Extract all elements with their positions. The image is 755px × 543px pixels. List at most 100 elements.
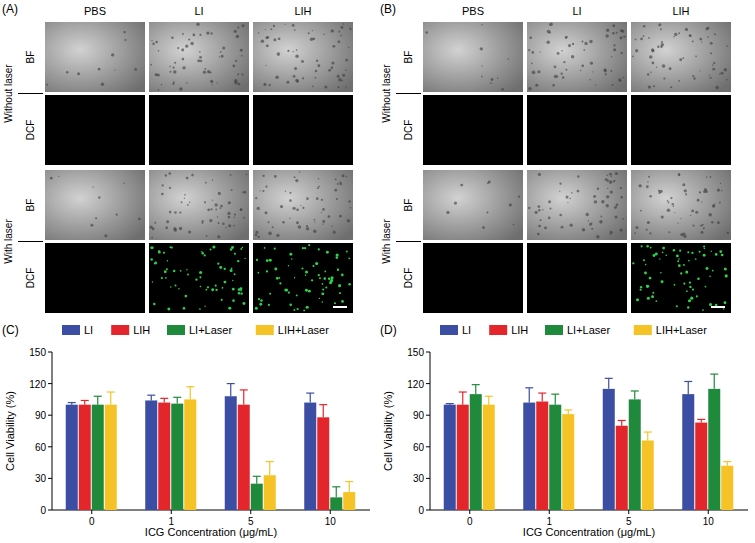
cell-speck — [612, 32, 614, 34]
cell-speck — [166, 220, 169, 223]
cell-speck — [316, 197, 319, 200]
cell-speck — [661, 216, 664, 219]
cell-speck — [227, 212, 230, 215]
cell-speck — [717, 188, 720, 191]
dcf-dot — [641, 245, 643, 247]
cell-speck — [640, 38, 643, 41]
dcf-dot — [703, 254, 706, 257]
cell-speck — [590, 79, 592, 81]
y-tick — [426, 352, 430, 353]
dcf-dot — [715, 253, 718, 256]
cell-speck — [697, 199, 700, 202]
error-stem — [84, 400, 85, 404]
error-cap — [446, 403, 454, 404]
bars — [444, 374, 734, 510]
dcf-dot — [155, 262, 157, 264]
group-label: With laser — [381, 219, 392, 264]
error-stem — [621, 420, 622, 425]
error-bar — [710, 374, 718, 389]
cell-speck — [550, 208, 552, 210]
cell-speck — [199, 34, 201, 36]
legend-swatch — [167, 325, 185, 335]
cell-speck — [321, 199, 323, 201]
bf-image — [527, 22, 627, 92]
cell-speck — [532, 71, 536, 75]
cell-speck — [342, 74, 345, 77]
cell-speck — [593, 195, 596, 198]
cell-speck — [596, 235, 600, 239]
error-bar — [173, 397, 181, 403]
y-tick — [48, 352, 52, 353]
error-bar — [332, 487, 340, 498]
cell-speck — [714, 33, 716, 35]
cell-speck — [634, 232, 636, 234]
cell-speck — [58, 176, 59, 177]
cell-speck — [266, 65, 267, 66]
legend-swatch — [62, 325, 80, 335]
cell-speck — [332, 45, 335, 48]
cell-speck — [123, 183, 124, 184]
cell-speck — [678, 173, 681, 176]
cell-speck — [649, 195, 651, 197]
cell-speck — [707, 27, 710, 30]
dcf-dot — [150, 258, 153, 261]
dcf-dot — [696, 295, 698, 297]
error-stem — [190, 387, 191, 400]
cell-speck — [302, 77, 304, 79]
error-cap — [684, 381, 692, 382]
dcf-dot — [174, 284, 176, 286]
dcf-dot — [163, 252, 165, 254]
cell-speck — [488, 181, 491, 184]
dcf-dot — [259, 303, 262, 306]
error-cap — [618, 420, 626, 421]
cell-speck — [559, 183, 561, 185]
cell-speck — [623, 35, 625, 37]
cell-speck — [528, 207, 530, 209]
cell-speck — [673, 205, 675, 207]
dcf-image — [631, 95, 731, 165]
dcf-dot — [258, 298, 260, 300]
cell-speck — [528, 49, 530, 51]
cell-speck — [222, 223, 224, 225]
dcf-dot — [284, 288, 287, 291]
cell-speck — [295, 54, 298, 57]
cell-speck — [719, 73, 721, 75]
cell-speck — [331, 29, 334, 32]
cell-speck — [214, 203, 217, 206]
cell-speck — [179, 211, 181, 213]
error-cap — [306, 392, 314, 393]
cell-speck — [546, 40, 550, 44]
error-bar — [94, 396, 102, 404]
cell-speck — [713, 62, 715, 64]
error-stem — [177, 397, 178, 403]
dcf-dot — [655, 300, 657, 302]
dcf-dot — [288, 265, 289, 266]
cell-speck — [295, 179, 298, 182]
cell-speck — [550, 24, 551, 25]
error-cap — [227, 383, 235, 384]
group-label: Without laser — [381, 64, 392, 123]
cell-speck — [709, 74, 710, 75]
error-cap — [723, 461, 731, 462]
dcf-dot — [304, 247, 306, 249]
bar — [105, 405, 117, 510]
cell-speck — [695, 55, 697, 57]
cell-speck — [257, 207, 260, 210]
dcf-dot — [195, 279, 197, 281]
cell-speck — [182, 58, 185, 61]
cell-speck — [90, 224, 93, 227]
error-cap — [345, 481, 353, 482]
error-bar — [345, 482, 353, 493]
cell-speck — [188, 38, 190, 40]
dcf-dot — [231, 268, 233, 270]
cell-speck — [187, 204, 189, 206]
row-label: BF — [25, 51, 36, 64]
cell-speck — [315, 70, 317, 72]
y-tick-label: 30 — [35, 473, 47, 484]
cell-speck — [258, 32, 259, 33]
dcf-dot — [221, 299, 223, 301]
y-tick-label: 120 — [29, 379, 46, 390]
cell-speck — [152, 228, 155, 231]
cell-speck — [706, 176, 707, 177]
dcf-dot — [324, 271, 326, 273]
